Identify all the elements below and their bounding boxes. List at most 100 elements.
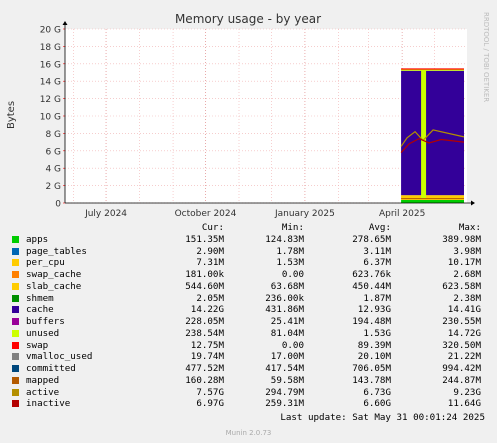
y-tick-label: 4 G [45,165,61,175]
legend-name: unused [26,327,60,339]
legend-swatch [12,282,19,290]
legend-min: 124.83M [265,233,304,245]
legend-name: cache [26,304,54,316]
line-active [400,129,465,147]
legend-table: Cur: Min: Avg: Max: apps 151.35M 124.83M 27… [12,222,481,410]
legend-swatch [12,318,19,325]
legend-min: 81.04M [270,327,304,339]
legend-name: swap [26,339,49,351]
legend-row: inactive 6.97G 259.31M 6.60G 11.64G [12,398,481,410]
legend-min: 417.54M [265,363,304,374]
legend-max: 21.22M [447,351,481,363]
legend-max: 994.42M [442,363,481,374]
last-update: Last update: Sat May 31 00:01:24 2025 [280,412,485,423]
legend-avg: 3.11M [363,245,391,257]
legend-swatch [12,365,19,372]
legend-avg: 623.76k [352,269,391,280]
legend-cur: 7.31M [196,257,224,269]
legend-row: swap 12.75M 0.00 89.39M 320.50M [12,340,481,352]
legend-cur: 2.90M [196,245,224,257]
legend-swatch [12,353,19,361]
legend-name: page_tables [26,245,87,257]
line-inactive [400,137,465,153]
legend-max: 3.98M [453,245,481,257]
legend-name: apps [26,233,49,245]
legend-name: vmalloc_used [26,351,93,363]
legend-name: buffers [26,316,65,327]
legend-avg: 12.93G [357,304,391,316]
legend-min: 0.00 [281,339,304,351]
legend-row: mapped 160.28M 59.58M 143.78M 244.87M [12,375,481,387]
legend-cur: 160.28M [185,374,224,386]
legend-row: unused 238.54M 81.04M 1.53G 14.72G [12,328,481,340]
legend-swatch [12,376,19,384]
x-tick-label: July 2024 [84,209,127,219]
y-tick-label: 0 [55,200,61,210]
legend-swatch [12,329,19,337]
legend-cur: 544.60M [185,280,224,292]
area-apps [401,199,464,203]
legend-avg: 1.53G [363,327,391,339]
legend-swatch [12,388,19,396]
legend-avg: 278.65M [352,233,391,245]
legend-cur: 14.22G [190,304,224,316]
legend-swatch [12,400,19,408]
y-axis-arrow [62,21,68,25]
y-tick-label: 6 G [45,147,61,157]
legend-row: committed 477.52M 417.54M 706.05M 994.42M [12,363,481,375]
y-axis-label: Bytes [6,101,17,129]
legend-max: 320.50M [442,339,481,351]
munin-version: Munin 2.0.73 [225,429,272,437]
legend-max: 623.58M [442,280,481,292]
legend-header-min: Min: [281,222,304,233]
legend-min: 259.31M [265,398,304,410]
legend-row: slab_cache 544.60M 63.68M 450.44M 623.58M [12,281,481,293]
legend-row: swap_cache 181.00k 0.00 623.76k 2.68M [12,269,481,281]
memory-usage-graph: Memory usage - by year Bytes RRDTOOL / T… [6,12,490,219]
legend-header-max: Max: [458,222,481,233]
legend-avg: 6.73G [363,386,391,398]
x-tick-label: January 2025 [274,209,335,219]
legend-name: swap_cache [26,269,82,280]
x-tick-label: October 2024 [175,209,237,219]
legend-swatch [12,259,19,267]
y-tick-label: 10 G [40,113,61,123]
legend-cur: 19.74M [190,351,224,363]
legend-cur: 238.54M [185,327,224,339]
legend-name: slab_cache [26,280,82,292]
y-tick-label: 12 G [40,95,61,105]
legend-swatch [12,271,19,278]
legend-row: buffers 228.05M 25.41M 194.48M 230.55M [12,316,481,328]
legend-avg: 194.48M [352,316,391,327]
y-tick-label: 20 G [40,26,61,36]
x-tick-label: April 2025 [379,209,425,219]
legend-cur: 6.97G [196,398,224,410]
legend-cur: 2.05M [196,292,224,304]
legend-row: per_cpu 7.31M 1.53M 6.37M 10.17M [12,257,481,269]
legend-row: shmem 2.05M 236.00k 1.87M 2.38M [12,293,481,305]
y-tick-label: 16 G [40,60,61,70]
legend-swatch [12,341,19,349]
x-axis-arrow [471,200,475,206]
legend-avg: 1.87M [363,292,391,304]
legend-min: 1.78M [276,245,304,257]
y-tick-label: 14 G [40,78,61,88]
legend-min: 294.79M [265,386,304,398]
legend-name: active [26,386,60,398]
legend-avg: 706.05M [352,363,391,374]
legend-max: 2.68M [453,269,481,280]
legend-cur: 12.75M [190,339,224,351]
legend-swatch [12,235,19,243]
legend-row: page_tables 2.90M 1.78M 3.11M 3.98M [12,246,481,258]
legend-name: committed [26,363,76,374]
legend-max: 11.64G [447,398,481,410]
legend-cur: 7.57G [196,386,224,398]
legend-max: 230.55M [442,316,481,327]
legend-max: 14.41G [447,304,481,316]
legend-avg: 20.10M [357,351,391,363]
rrdtool-credit: RRDTOOL / TOBI OETIKER [482,12,490,102]
y-tick-label: 18 G [40,43,61,53]
legend-max: 14.72G [447,327,481,339]
legend-avg: 6.37M [363,257,391,269]
legend-cur: 151.35M [185,233,224,245]
